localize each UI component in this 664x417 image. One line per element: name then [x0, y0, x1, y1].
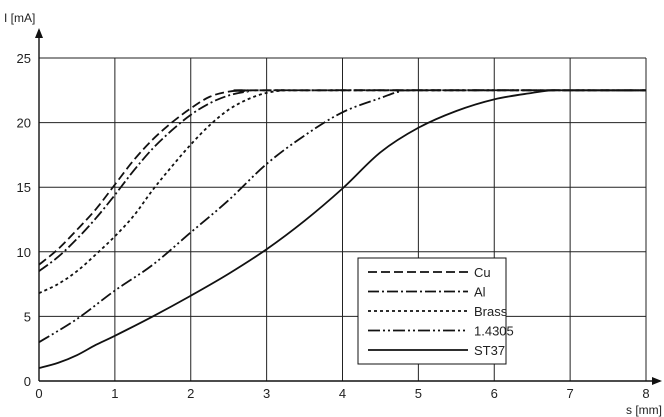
y-tick-label: 5	[24, 309, 31, 324]
x-tick-label: 2	[187, 386, 194, 401]
series-line-1-4305	[38, 89, 647, 344]
series-line-brass	[38, 89, 646, 294]
legend-label: Al	[474, 285, 486, 300]
x-tick-label: 1	[111, 386, 118, 401]
series-lines	[38, 89, 647, 369]
x-tick-label: 5	[415, 386, 422, 401]
x-tick-label: 6	[491, 386, 498, 401]
grid	[39, 57, 647, 381]
series-line-st37	[38, 89, 646, 369]
legend-label: Cu	[474, 265, 491, 280]
y-tick-label: 25	[17, 51, 31, 66]
y-tick-label: 0	[24, 374, 31, 389]
y-axis-arrow	[35, 28, 43, 38]
tick-labels: 0 1 2 3 4 5 6 7 8 0 5 10 15 20 25	[17, 51, 650, 401]
x-tick-label: 4	[339, 386, 346, 401]
x-axis-label: s [mm]	[626, 403, 662, 417]
series-line-cu	[38, 89, 646, 266]
y-tick-label: 10	[17, 245, 31, 260]
y-tick-label: 15	[17, 180, 31, 195]
x-tick-label: 3	[263, 386, 270, 401]
x-tick-label: 7	[567, 386, 574, 401]
legend-label: ST37	[474, 343, 505, 358]
legend: Cu Al Brass 1.4305 ST37	[357, 257, 514, 365]
y-tick-label: 20	[17, 116, 31, 131]
axes	[35, 28, 662, 385]
series-line-al	[38, 89, 647, 272]
x-tick-label: 8	[642, 386, 649, 401]
y-axis-label: I [mA]	[4, 11, 35, 25]
legend-label: Brass	[474, 304, 508, 319]
x-axis-arrow	[652, 377, 662, 385]
legend-label: 1.4305	[474, 324, 514, 339]
x-tick-label: 0	[35, 386, 42, 401]
